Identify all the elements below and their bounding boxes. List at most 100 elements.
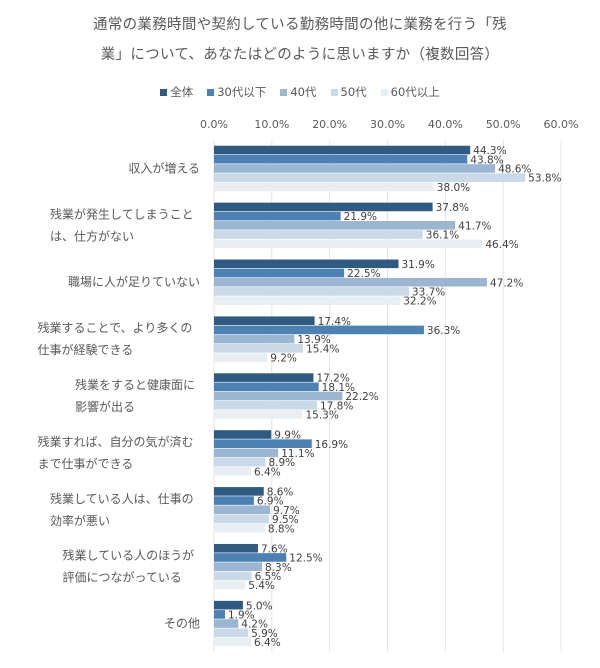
legend-label: 60代以上 xyxy=(390,85,440,99)
bar xyxy=(214,145,471,155)
legend-swatch xyxy=(160,88,168,96)
bar xyxy=(214,334,295,344)
value-label: 31.9% xyxy=(401,259,434,271)
value-label: 11.1% xyxy=(281,448,314,460)
category-label: 効率が悪い xyxy=(50,513,110,528)
category-label: 残業することで、より多くの xyxy=(38,321,193,335)
bar xyxy=(214,287,409,296)
category-label: 残業している人は、仕事の xyxy=(50,492,194,506)
legend-item-60s-over: 60代以上 xyxy=(380,84,440,100)
bar xyxy=(214,571,252,581)
value-label: 43.8% xyxy=(470,154,503,166)
bar xyxy=(214,344,304,353)
x-tick-label: 50.0% xyxy=(486,118,521,131)
bar xyxy=(214,466,252,476)
value-label: 8.6% xyxy=(267,486,294,498)
value-label: 6.5% xyxy=(255,571,282,583)
category-label: は、仕方がない xyxy=(50,228,134,243)
bar xyxy=(214,173,526,182)
value-label: 9.2% xyxy=(270,353,297,365)
value-label: 16.9% xyxy=(315,439,348,451)
legend-item-50s: 50代 xyxy=(330,84,367,100)
bar xyxy=(214,221,456,230)
value-label: 17.2% xyxy=(316,373,349,385)
category-label: 評価につながっている xyxy=(63,570,182,585)
bar xyxy=(214,543,258,553)
legend-item-30s-under: 30代以下 xyxy=(207,84,266,100)
legend-label: 30代以下 xyxy=(217,85,267,99)
bar xyxy=(214,202,433,212)
value-label: 47.2% xyxy=(490,277,523,289)
bar xyxy=(214,562,263,571)
value-label: 1.9% xyxy=(228,609,255,621)
bar xyxy=(214,316,315,326)
bar xyxy=(214,268,345,278)
value-label: 6.4% xyxy=(254,466,281,478)
bar xyxy=(214,259,399,269)
value-label: 9.7% xyxy=(273,505,300,517)
bar xyxy=(214,637,252,647)
value-label: 21.9% xyxy=(344,211,377,223)
category-label: 職場に人が足りていない xyxy=(68,274,200,289)
bar xyxy=(214,182,434,192)
bar xyxy=(214,154,468,164)
value-label: 38.0% xyxy=(437,182,470,194)
bar xyxy=(214,410,303,419)
bar xyxy=(214,448,279,458)
bar xyxy=(214,619,239,628)
value-label: 48.6% xyxy=(498,164,531,176)
value-label: 36.1% xyxy=(426,230,459,242)
bar xyxy=(214,523,265,533)
category-label: 残業している人のほうが xyxy=(63,548,195,563)
legend-label: 全体 xyxy=(170,85,194,99)
value-label: 4.2% xyxy=(241,619,268,631)
bar xyxy=(214,610,225,619)
value-label: 5.0% xyxy=(246,600,273,612)
legend-swatch xyxy=(380,88,388,96)
chart-title-line-1: 通常の業務時間や契約している勤務時間の他に業務を行う「残 xyxy=(93,17,507,33)
bar xyxy=(214,382,319,392)
bar xyxy=(214,325,424,335)
legend-label: 50代 xyxy=(340,85,367,99)
value-label: 15.3% xyxy=(305,410,338,422)
category-label: 残業が発生してしまうこと xyxy=(50,206,194,221)
bar xyxy=(214,400,317,410)
value-label: 6.4% xyxy=(254,637,281,649)
bar xyxy=(214,430,272,439)
value-label: 17.8% xyxy=(320,400,353,412)
bar xyxy=(214,487,264,496)
value-label: 12.5% xyxy=(289,553,322,565)
category-label: 仕事が経験できる xyxy=(38,342,134,357)
value-label: 17.4% xyxy=(318,316,351,328)
bar xyxy=(214,457,266,467)
value-label: 44.3% xyxy=(473,145,506,157)
bar xyxy=(214,505,271,515)
bar xyxy=(214,580,246,590)
value-label: 18.1% xyxy=(322,382,355,394)
value-label: 8.8% xyxy=(268,523,295,535)
bar xyxy=(214,211,341,221)
value-label: 15.4% xyxy=(306,343,339,355)
chart-title-line-2: 業」について、あなたはどのように思いますか（複数回答） xyxy=(100,47,500,63)
legend-item-all: 全体 xyxy=(160,84,193,100)
value-label: 7.6% xyxy=(261,543,288,555)
bar xyxy=(214,514,269,524)
legend-swatch xyxy=(280,88,288,96)
bar xyxy=(214,628,249,638)
value-label: 33.7% xyxy=(412,287,445,299)
x-tick-label: 40.0% xyxy=(428,118,463,131)
value-label: 5.9% xyxy=(251,628,278,640)
value-label: 22.2% xyxy=(345,391,378,403)
x-tick-label: 0.0% xyxy=(200,118,228,131)
value-label: 53.8% xyxy=(528,173,561,185)
bar xyxy=(214,496,254,505)
value-label: 32.2% xyxy=(403,296,436,308)
value-labels: 44.3%43.8%48.6%53.8% 38.0% 37.8% 21.9% 41.7%… xyxy=(228,145,562,649)
chart-title: 通常の業務時間や契約している勤務時間の他に業務を行う「残 業」について、あなたは… xyxy=(0,10,600,70)
value-label: 9.9% xyxy=(274,430,301,442)
bar xyxy=(214,353,268,362)
value-label: 9.5% xyxy=(272,514,299,526)
chart-legend: 全体 30代以下 40代 50代 60代以上 xyxy=(0,84,600,100)
bar xyxy=(214,373,314,382)
